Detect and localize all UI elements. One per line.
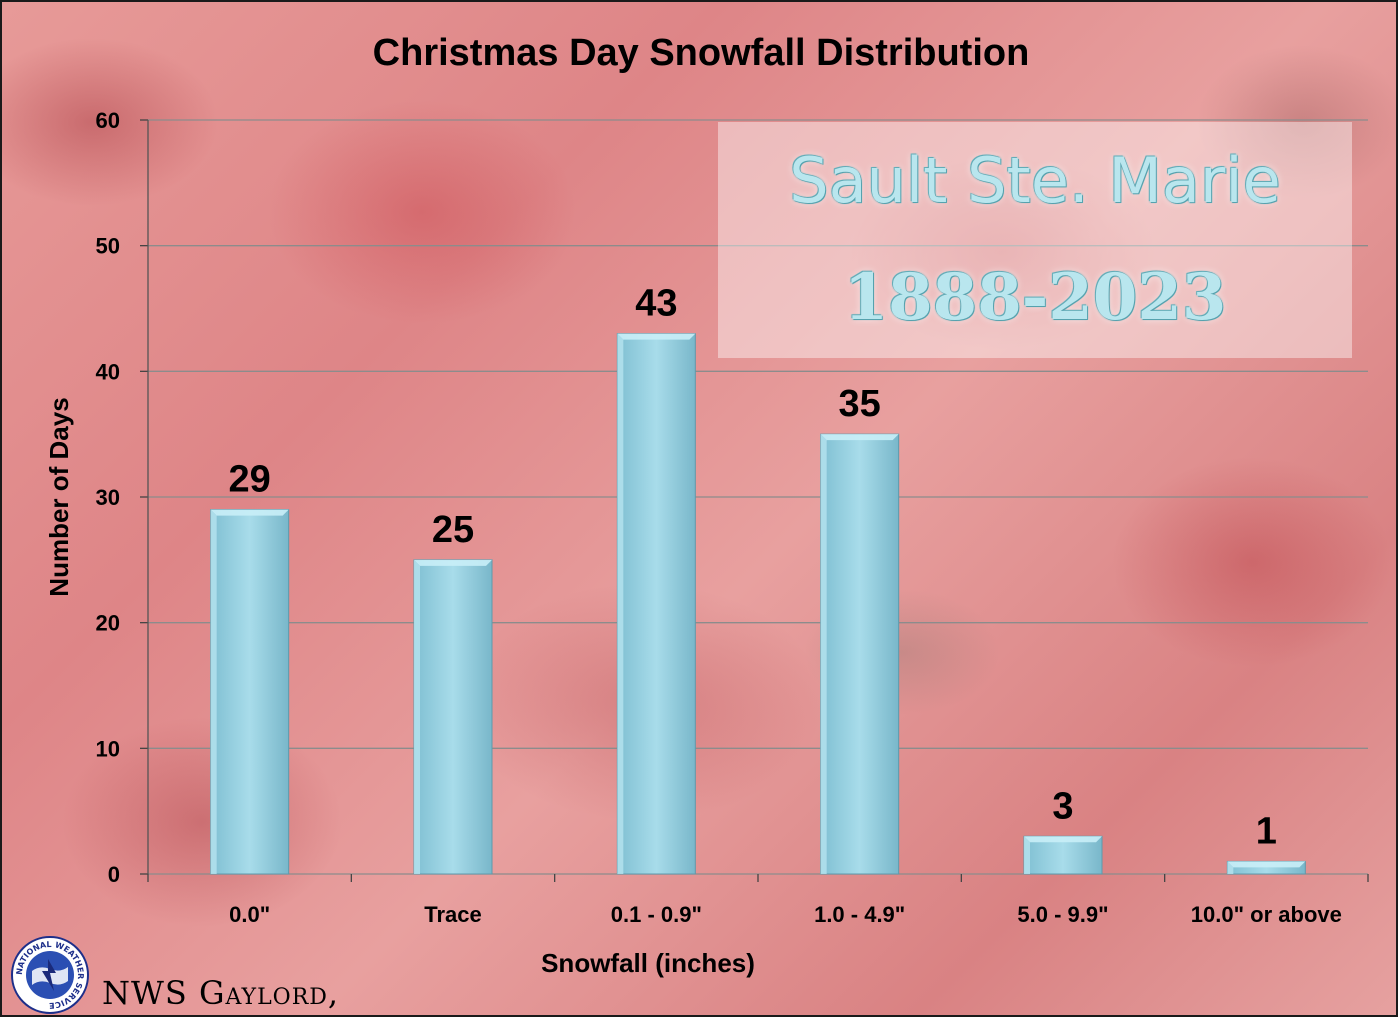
bar-3 [820, 433, 900, 875]
bar-0 [210, 509, 290, 875]
bar-1 [413, 559, 493, 875]
bar-5 [1226, 860, 1306, 875]
gridlines [140, 119, 1369, 882]
x-tick-label: 5.0 - 9.9" [1017, 902, 1108, 927]
bar-body [820, 433, 900, 875]
y-tick-label: 40 [96, 359, 120, 384]
x-tick-label: 1.0 - 4.9" [814, 902, 905, 927]
nws-logo-icon: NATIONAL WEATHER SERVICE [11, 936, 89, 1014]
data-label: 43 [635, 283, 677, 325]
bar-body [616, 333, 696, 875]
bar-cap [820, 434, 899, 441]
y-tick-label: 30 [96, 485, 120, 510]
bars [210, 333, 1306, 875]
data-label: 1 [1256, 810, 1277, 852]
y-axis-title: Number of Days [44, 397, 74, 596]
bar-edge [414, 559, 420, 874]
data-label: 35 [839, 383, 881, 425]
bar-edge [1024, 836, 1030, 874]
x-axis-title: Snowfall (inches) [541, 948, 755, 978]
y-tick-label: 50 [96, 234, 120, 259]
chart-title: Christmas Day Snowfall Distribution [372, 32, 1030, 74]
bar-cap [1227, 861, 1306, 868]
bar-2 [616, 333, 696, 875]
bar-cap [414, 559, 492, 566]
data-label: 29 [229, 459, 271, 501]
bar-cap [210, 509, 289, 516]
bar-4 [1023, 835, 1103, 875]
y-tick-label: 10 [96, 736, 120, 761]
station-name: Sault Ste. Marie [789, 144, 1281, 217]
bar-body [1023, 835, 1103, 875]
x-tick-label: 10.0" or above [1191, 902, 1342, 927]
y-tick-label: 60 [96, 108, 120, 133]
bar-cap [617, 333, 696, 340]
bar-edge [210, 509, 217, 874]
bar-cap [1024, 836, 1102, 843]
station-box: Sault Ste. Marie 1888-2023 [718, 122, 1352, 358]
y-tick-label: 20 [96, 611, 120, 636]
station-years: 1888-2023 [843, 260, 1227, 335]
x-tick-label: 0.1 - 0.9" [611, 902, 702, 927]
bar-edge [820, 434, 827, 874]
data-label: 3 [1052, 785, 1073, 827]
bar-body [413, 559, 493, 875]
y-tick-label: 0 [108, 862, 120, 887]
nws-credit: NWS Gaylord, [102, 974, 340, 1012]
bar-edge [617, 333, 624, 875]
data-label: 25 [432, 509, 474, 551]
x-tick-label: Trace [424, 902, 482, 927]
bar-body [210, 509, 290, 875]
bar-edge [1227, 861, 1234, 874]
x-tick-label: 0.0" [229, 902, 270, 927]
